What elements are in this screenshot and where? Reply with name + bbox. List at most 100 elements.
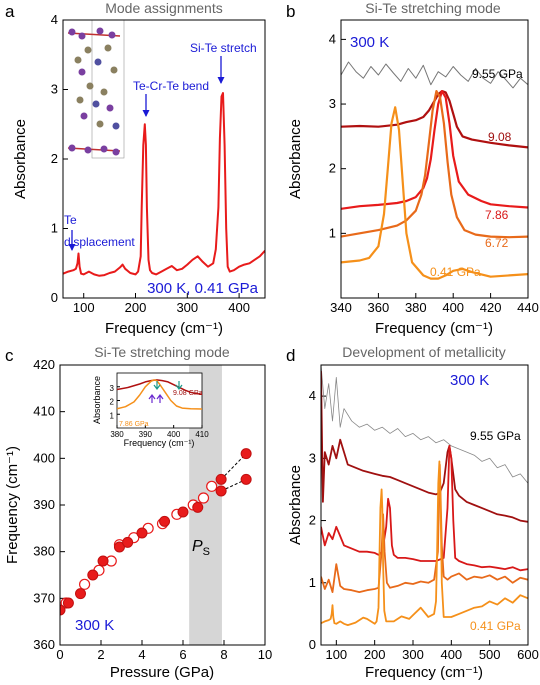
data-point-filled xyxy=(62,597,74,609)
x-tick-label: 380 xyxy=(405,300,427,315)
inset-y-label: Absorbance xyxy=(92,376,102,424)
y-tick-label: 3 xyxy=(51,82,58,97)
condition-label: 300 K, 0.41 GPa xyxy=(147,280,259,297)
y-axis-label: Frequency (cm⁻¹) xyxy=(4,446,21,564)
x-tick-label: 420 xyxy=(480,300,502,315)
y-tick-label: 2 xyxy=(309,513,316,528)
y-tick-label: 380 xyxy=(33,544,55,559)
data-point-filled xyxy=(97,555,109,567)
x-tick-label: 390 xyxy=(139,430,153,439)
panel-title: Si-Te stretching mode xyxy=(365,0,501,16)
data-point-open xyxy=(78,578,91,590)
x-tick-label: 100 xyxy=(325,647,347,662)
annotation-te: Te xyxy=(64,213,77,227)
arrow-head xyxy=(217,77,225,84)
series-line xyxy=(321,365,528,484)
series-label: 9.55 GPa xyxy=(470,429,521,443)
panel-letter: d xyxy=(286,346,295,365)
x-tick-label: 2 xyxy=(97,647,104,662)
x-tick-label: 400 xyxy=(442,300,464,315)
x-tick-label: 410 xyxy=(195,430,209,439)
x-tick-label: 500 xyxy=(479,647,501,662)
y-tick-label: 400 xyxy=(33,450,55,465)
x-tick-label: 300 xyxy=(402,647,424,662)
data-point-filled xyxy=(159,515,171,527)
y-tick-label: 3 xyxy=(309,450,316,465)
y-tick-label: 2 xyxy=(329,161,336,176)
series-line xyxy=(341,61,528,89)
y-tick-label: 4 xyxy=(51,12,58,27)
y-tick-label: 390 xyxy=(33,497,55,512)
x-tick-label: 200 xyxy=(125,300,147,315)
series-line xyxy=(341,106,528,280)
arrow-head xyxy=(68,244,76,251)
inset-chart: 380 390 400 410 1 2 3 Frequency (cm⁻¹) Absorba… xyxy=(92,372,209,448)
data-point-filled xyxy=(136,527,148,539)
x-tick-label: 8 xyxy=(220,647,227,662)
inset-arrows xyxy=(148,381,183,403)
panel-b: b Si-Te stretching mode 340 360 380 400 420 4… xyxy=(286,0,539,337)
annotation-arrows xyxy=(68,56,225,251)
series-line xyxy=(117,379,202,410)
series-line xyxy=(341,90,528,210)
panel-letter: c xyxy=(5,346,14,365)
ps-label: PS xyxy=(192,538,210,558)
panel-title: Mode assignments xyxy=(105,0,223,16)
x-axis-label: Frequency (cm⁻¹) xyxy=(105,320,223,337)
series-line xyxy=(321,463,528,593)
series-line xyxy=(321,445,528,572)
data-point-filled xyxy=(192,501,204,513)
y-tick-label: 410 xyxy=(33,404,55,419)
series-line xyxy=(63,92,265,277)
x-axis-label: Frequency (cm⁻¹) xyxy=(375,320,493,337)
panel-letter: a xyxy=(5,2,15,21)
data-point-open xyxy=(197,492,210,504)
x-tick-label: 400 xyxy=(167,430,181,439)
x-tick-label: 200 xyxy=(364,647,386,662)
x-tick-label: 10 xyxy=(258,647,272,662)
series-line xyxy=(117,379,202,396)
series-line xyxy=(321,371,528,523)
panel-title: Development of metallicity xyxy=(342,344,505,360)
y-tick-label: 3 xyxy=(110,384,115,393)
series-label: 9.08 xyxy=(488,130,512,144)
y-tick-label: 4 xyxy=(309,388,316,403)
annotation-te-cr-te-bend: Te-Cr-Te bend xyxy=(133,79,209,93)
y-tick-label: 1 xyxy=(329,225,336,240)
x-tick-label: 440 xyxy=(517,300,539,315)
y-tick-label: 3 xyxy=(329,96,336,111)
annotation-displacement: displacement xyxy=(64,235,135,249)
y-tick-label: 420 xyxy=(33,357,55,372)
panel-d: d Development of metallicity 100 200 300 40… xyxy=(286,344,539,681)
crystal-structure-image xyxy=(67,19,125,159)
x-tick-label: 100 xyxy=(73,300,95,315)
data-point-open xyxy=(206,480,218,492)
data-point-filled xyxy=(240,473,252,485)
y-tick-label: 1 xyxy=(309,575,316,590)
y-tick-label: 2 xyxy=(110,398,115,407)
x-tick-label: 4 xyxy=(138,647,145,662)
condition-label: 300 K xyxy=(75,617,114,634)
y-tick-label: 0 xyxy=(309,637,316,652)
x-tick-label: 340 xyxy=(330,300,352,315)
y-tick-label: 0 xyxy=(51,290,58,305)
panel-letter: b xyxy=(286,2,295,21)
y-tick-label: 360 xyxy=(33,637,55,652)
series-label: 0.41 GPa xyxy=(470,619,521,633)
x-axis-label: Frequency (cm⁻¹) xyxy=(365,664,483,681)
x-axis-label: Pressure (GPa) xyxy=(110,664,214,681)
y-tick-label: 4 xyxy=(329,31,336,46)
series-label: 0.41 GPa xyxy=(430,265,481,279)
x-tick-label: 360 xyxy=(368,300,390,315)
y-tick-label: 370 xyxy=(33,590,55,605)
y-tick-label: 1 xyxy=(110,411,115,420)
y-axis-label: Absorbance xyxy=(287,465,304,545)
x-tick-label: 400 xyxy=(440,647,462,662)
y-tick-label: 2 xyxy=(51,151,58,166)
panel-title: Si-Te stretching mode xyxy=(94,344,230,360)
y-axis-label: Absorbance xyxy=(12,119,29,199)
data-point-filled xyxy=(215,485,227,497)
series-line xyxy=(341,90,528,239)
data-point-filled xyxy=(215,473,227,485)
inset-series-label: 7.86 GPa xyxy=(119,421,149,428)
